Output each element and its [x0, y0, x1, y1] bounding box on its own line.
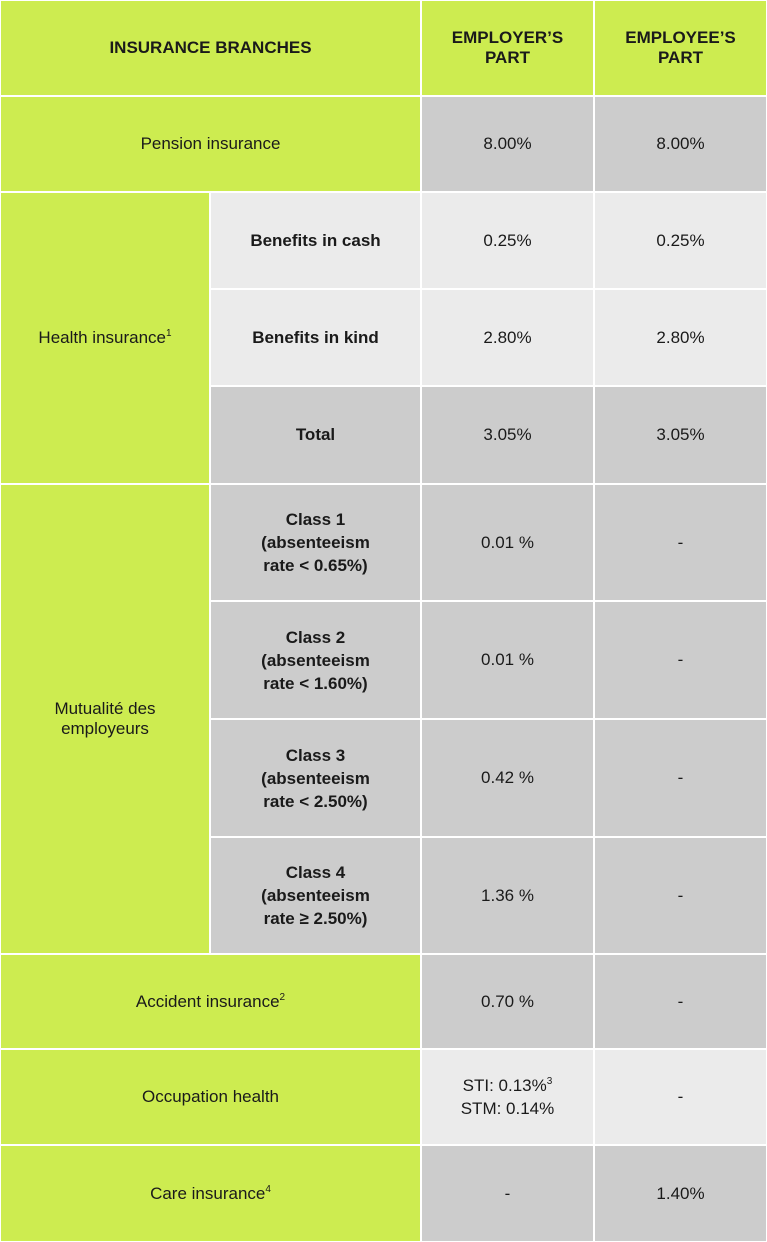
sub-cell: Class 1 (absenteeism rate < 0.65%) [211, 485, 420, 600]
sub-label: Class 3 (absenteeism rate < 2.50%) [261, 745, 370, 811]
value-cell: 3.05% [422, 387, 593, 483]
branch-cell: Occupation health [1, 1050, 420, 1144]
value: 8.00% [656, 134, 705, 153]
header-cell: INSURANCE BRANCHES [1, 1, 420, 95]
header-cell: EMPLOYEE’S PART [595, 1, 766, 95]
label-text: Care insurance [150, 1183, 266, 1203]
value: 0.70 % [481, 991, 534, 1011]
header-text: EMPLOYEE’S PART [625, 28, 736, 67]
value-cell: 0.42 % [422, 720, 593, 836]
value: 0.01 % [481, 532, 534, 552]
value-cell: - [422, 1146, 593, 1241]
value: 0.25% [656, 230, 705, 250]
branch-label: Accident insurance2 [136, 992, 285, 1012]
branch-cell: Accident insurance2 [1, 955, 420, 1048]
value-cell: 0.25% [595, 193, 766, 288]
value-cell: 0.01 % [422, 485, 593, 600]
footnote-mark: 1 [166, 328, 172, 339]
value-text: STI: 0.13% [462, 1076, 547, 1095]
value-cell: - [595, 838, 766, 953]
branch-label: Occupation health [141, 1087, 280, 1106]
value-cell: 3.05% [595, 387, 766, 483]
value: - [677, 650, 684, 669]
value-cell: 1.40% [595, 1146, 766, 1241]
sub-label: Class 1 (absenteeism rate < 0.65%) [261, 510, 370, 575]
value-cell: 1.36 % [422, 838, 593, 953]
sub-label: Total [295, 425, 336, 444]
value: 0.25% [483, 230, 532, 250]
branch-cell: Pension insurance [1, 97, 420, 191]
sub-cell: Benefits in cash [211, 193, 420, 288]
value: 8.00% [483, 134, 532, 153]
value: - [504, 1183, 511, 1203]
value-cell: - [595, 955, 766, 1048]
branch-label: Care insurance4 [150, 1184, 271, 1204]
value: 1.36 % [481, 885, 534, 905]
value: 3.05% [483, 425, 532, 444]
value: STI: 0.13%3 [463, 1074, 553, 1097]
branch-cell: Care insurance4 [1, 1146, 420, 1241]
footnote-mark: 4 [265, 1183, 271, 1195]
sub-cell: Class 4 (absenteeism rate ≥ 2.50%) [211, 838, 420, 953]
value-cell: STI: 0.13%3 STM: 0.14% [422, 1050, 593, 1144]
branch-label: Mutualité des employeurs [54, 699, 156, 738]
value: 2.80% [483, 327, 532, 347]
sub-cell: Benefits in kind [211, 290, 420, 385]
value: 1.40% [656, 1183, 705, 1203]
value: - [677, 1087, 684, 1106]
value: - [677, 991, 684, 1011]
value-cell: - [595, 1050, 766, 1144]
branch-label: Pension insurance [140, 134, 281, 153]
value-cell: 2.80% [595, 290, 766, 385]
sub-cell: Total [211, 387, 420, 483]
header-text: INSURANCE BRANCHES [109, 38, 312, 57]
label-text: Health insurance [38, 328, 166, 347]
branch-label: Health insurance1 [38, 328, 171, 348]
sub-label: Class 4 (absenteeism rate ≥ 2.50%) [261, 863, 370, 928]
value: 3.05% [656, 425, 705, 444]
value: 2.80% [656, 327, 705, 347]
header-text: EMPLOYER’S PART [451, 28, 564, 67]
sub-cell: Class 2 (absenteeism rate < 1.60%) [211, 602, 420, 718]
value-cell: - [595, 602, 766, 718]
value: - [677, 768, 684, 787]
value-cell: - [595, 720, 766, 836]
branch-cell: Mutualité des employeurs [1, 485, 209, 953]
label-text: Accident insurance [135, 991, 280, 1011]
sub-label: Benefits in kind [252, 327, 379, 347]
value: - [677, 532, 684, 552]
value-cell: 0.01 % [422, 602, 593, 718]
branch-cell: Health insurance1 [1, 193, 209, 483]
value-cell: 8.00% [595, 97, 766, 191]
value: 0.42 % [481, 768, 534, 787]
value: 0.01 % [481, 650, 534, 669]
value-cell: - [595, 485, 766, 600]
sub-label: Class 2 (absenteeism rate < 1.60%) [261, 627, 370, 693]
value: - [677, 885, 684, 905]
sub-cell: Class 3 (absenteeism rate < 2.50%) [211, 720, 420, 836]
value: STM: 0.14% [460, 1099, 555, 1118]
value-cell: 0.70 % [422, 955, 593, 1048]
header-cell: EMPLOYER’S PART [422, 1, 593, 95]
value-cell: 0.25% [422, 193, 593, 288]
footnote-mark: 2 [279, 991, 286, 1003]
sub-label: Benefits in cash [250, 230, 381, 250]
value-cell: 2.80% [422, 290, 593, 385]
footnote-mark: 3 [546, 1076, 553, 1087]
value-cell: 8.00% [422, 97, 593, 191]
